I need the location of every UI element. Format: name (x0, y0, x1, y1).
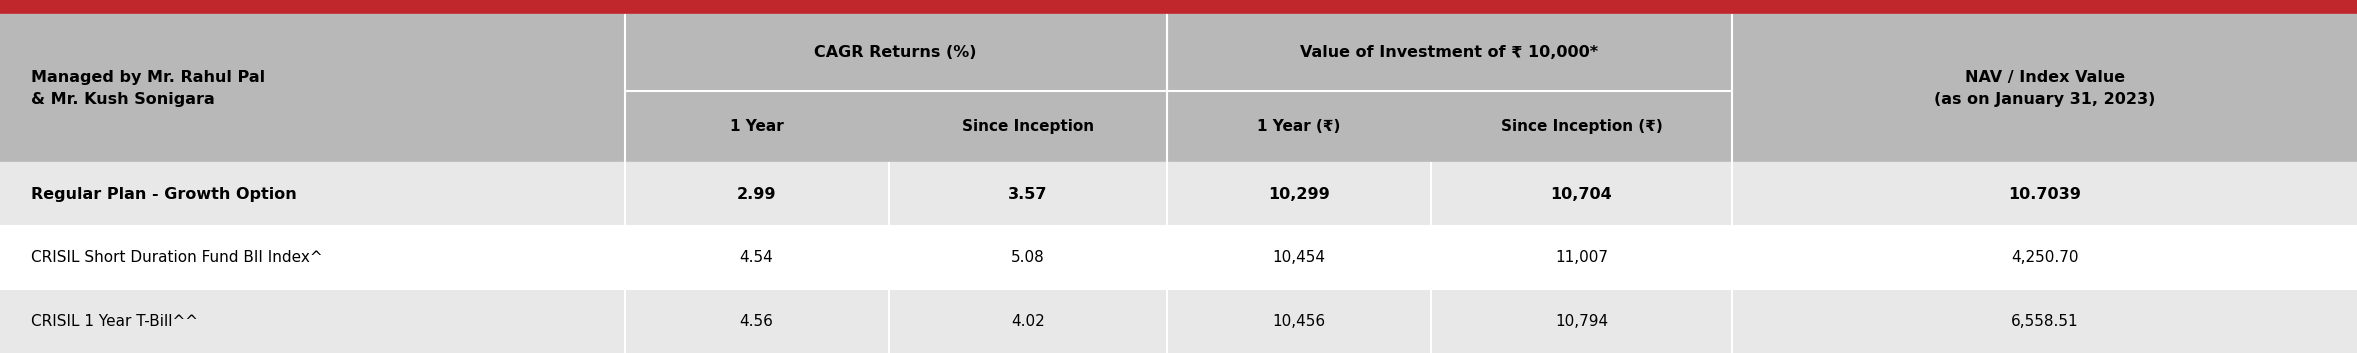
Bar (0, 289, 2357, 353)
Text: Since Inception (₹): Since Inception (₹) (1501, 119, 1662, 134)
Bar (0, 0, 2357, 14)
Text: 10,299: 10,299 (1268, 187, 1329, 202)
Text: 2.99: 2.99 (738, 187, 775, 202)
Text: 4.54: 4.54 (740, 250, 773, 265)
Bar (0, 14, 2357, 162)
Text: 10,454: 10,454 (1273, 250, 1325, 265)
Text: 6,558.51: 6,558.51 (2011, 314, 2079, 329)
Text: 4.56: 4.56 (740, 314, 773, 329)
Text: 4,250.70: 4,250.70 (2011, 250, 2079, 265)
Text: CRISIL Short Duration Fund BII Index^: CRISIL Short Duration Fund BII Index^ (31, 250, 323, 265)
Text: 1 Year: 1 Year (731, 119, 783, 134)
Text: Managed by Mr. Rahul Pal
& Mr. Kush Sonigara: Managed by Mr. Rahul Pal & Mr. Kush Soni… (31, 70, 264, 107)
Bar (0, 162, 2357, 226)
Text: Regular Plan - Growth Option: Regular Plan - Growth Option (31, 187, 297, 202)
Text: 11,007: 11,007 (1556, 250, 1607, 265)
Bar (0, 226, 2357, 289)
Text: CAGR Returns (%): CAGR Returns (%) (816, 45, 976, 60)
Text: CRISIL 1 Year T-Bill^^: CRISIL 1 Year T-Bill^^ (31, 314, 198, 329)
Text: 4.02: 4.02 (1011, 314, 1044, 329)
Text: 10,794: 10,794 (1556, 314, 1607, 329)
Text: Value of Investment of ₹ 10,000*: Value of Investment of ₹ 10,000* (1301, 45, 1598, 60)
Text: 10.7039: 10.7039 (2008, 187, 2081, 202)
Text: 5.08: 5.08 (1011, 250, 1044, 265)
Text: NAV / Index Value
(as on January 31, 2023): NAV / Index Value (as on January 31, 202… (1935, 70, 2154, 107)
Text: Since Inception: Since Inception (962, 119, 1094, 134)
Text: 10,456: 10,456 (1273, 314, 1325, 329)
Text: 10,704: 10,704 (1551, 187, 1612, 202)
Text: 3.57: 3.57 (1009, 187, 1047, 202)
Text: 1 Year (₹): 1 Year (₹) (1256, 119, 1341, 134)
